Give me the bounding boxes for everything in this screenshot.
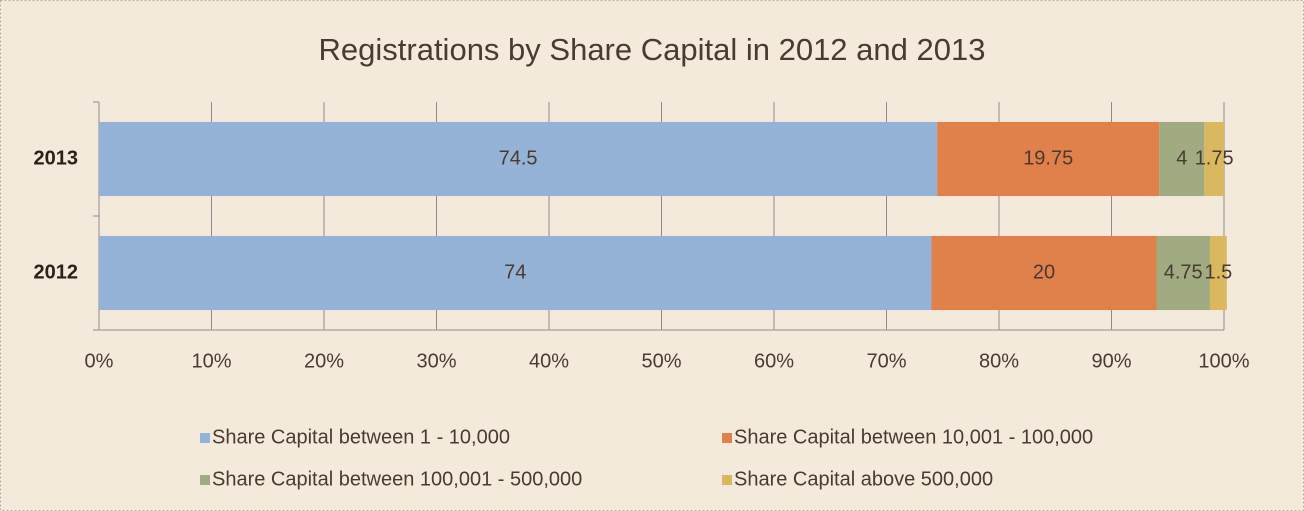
bar-segment [1204,121,1224,197]
data-label: 4 [1176,147,1187,169]
x-tick-label: 30% [416,350,456,372]
data-label: 4.75 [1164,261,1203,283]
legend-swatch [722,475,732,485]
x-tick-label: 50% [641,350,681,372]
x-tick-label: 100% [1198,350,1249,372]
bar-segment [99,235,932,311]
legend-label: Share Capital above 500,000 [734,468,993,490]
x-tick-label: 70% [866,350,906,372]
x-tick-label: 60% [754,350,794,372]
legend-swatch [722,433,732,443]
data-label: 1.75 [1195,147,1234,169]
bar-segment [1209,235,1227,311]
bar-segment [1156,235,1210,311]
x-tick-label: 0% [85,350,114,372]
legend-swatch [200,433,210,443]
x-tick-label: 10% [191,350,231,372]
y-tick-label: 2013 [34,147,79,169]
bar-segment [931,235,1157,311]
data-label: 74.5 [499,147,538,169]
bar-segment [99,121,938,197]
legend-label: Share Capital between 1 - 10,000 [212,426,510,448]
x-tick-label: 90% [1091,350,1131,372]
legend-label: Share Capital between 100,001 - 500,000 [212,468,582,490]
data-label: 19.75 [1023,147,1073,169]
chart-title: Registrations by Share Capital in 2012 a… [319,32,986,67]
bar-segment [937,121,1160,197]
legend-label: Share Capital between 10,001 - 100,000 [734,426,1093,448]
x-tick-label: 40% [529,350,569,372]
y-tick-label: 2012 [34,261,79,283]
legend-swatch [200,475,210,485]
x-tick-label: 20% [304,350,344,372]
bar-segment [1159,121,1205,197]
data-label: 74 [504,261,526,283]
data-label: 20 [1033,261,1055,283]
data-label: 1.5 [1204,261,1232,283]
x-tick-label: 80% [979,350,1019,372]
